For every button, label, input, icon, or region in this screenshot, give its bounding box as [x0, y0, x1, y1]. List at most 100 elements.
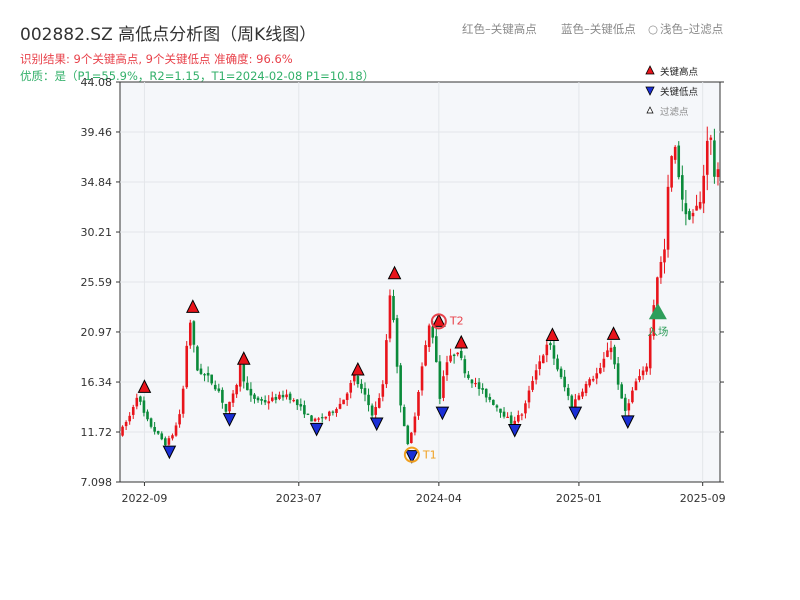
grid-lines	[120, 82, 720, 482]
candle-body	[538, 361, 541, 370]
candle-body	[181, 388, 185, 414]
candle-body	[638, 376, 641, 381]
candle-body	[260, 399, 263, 401]
candle-body	[413, 416, 417, 433]
candle-body	[581, 391, 584, 397]
candle-body	[424, 345, 427, 366]
candle-body	[221, 389, 224, 403]
y-tick-label: 44.08	[81, 76, 113, 89]
candle-body	[481, 388, 484, 390]
candle-body	[235, 385, 238, 395]
candle-body	[549, 343, 552, 346]
y-tick-label: 16.34	[81, 376, 113, 389]
candle-body	[149, 418, 153, 427]
key-low-marker	[222, 413, 237, 427]
candle-body	[167, 438, 171, 445]
candle-body	[295, 399, 299, 406]
x-tick-label: 2025-09	[680, 492, 726, 505]
candle-body	[356, 376, 360, 385]
candle-body	[656, 277, 659, 307]
candle-body	[281, 394, 285, 398]
y-tick-label: 7.098	[81, 476, 113, 489]
candle-body	[388, 295, 392, 339]
candle-body	[196, 346, 199, 371]
candle-body	[520, 414, 524, 416]
candle-body	[631, 390, 634, 403]
x-tick-label: 2022-09	[121, 492, 167, 505]
candle-body	[352, 375, 356, 382]
y-tick-label: 20.97	[81, 326, 113, 339]
header-legend-light-marker: ○	[648, 22, 658, 36]
x-tick-label: 2024-04	[416, 492, 462, 505]
candle-body	[652, 305, 656, 336]
header-legend-blue: 蓝色–关键低点	[561, 22, 636, 36]
candle-body	[698, 201, 702, 209]
candle-body	[452, 354, 456, 357]
candle-body	[324, 416, 328, 419]
candle-body	[406, 425, 410, 445]
key-low-marker	[568, 406, 583, 421]
candle-body	[135, 397, 139, 407]
candle-body	[616, 363, 620, 385]
t2-label: T2	[449, 314, 464, 327]
candle-body	[156, 431, 160, 434]
candle-body	[641, 370, 645, 376]
candle-body	[199, 368, 203, 374]
candle-body	[392, 295, 395, 321]
candle-body	[288, 393, 292, 400]
candle-body	[256, 397, 260, 401]
candle-body	[620, 384, 623, 399]
candle-body	[231, 393, 235, 403]
candle-body	[285, 394, 288, 398]
candle-body	[377, 398, 381, 408]
entry-label: 入场	[647, 325, 668, 338]
key-high-marker	[186, 299, 200, 313]
candle-body	[253, 394, 256, 399]
candle-body	[395, 318, 399, 367]
candle-body	[270, 397, 274, 401]
candle-body	[613, 346, 616, 365]
candle-body	[417, 391, 420, 416]
candle-body	[338, 403, 342, 409]
candle-body	[410, 432, 413, 444]
result-summary: 识别结果: 9个关键高点, 9个关键低点 准确度: 96.6%	[20, 52, 293, 66]
candle-body	[142, 400, 146, 413]
candle-body	[495, 405, 499, 408]
x-tick-label: 2023-07	[276, 492, 322, 505]
legend-low-label: 关键低点	[660, 86, 699, 98]
candle-body	[381, 384, 385, 397]
candle-body	[684, 203, 688, 215]
key-low-marker	[162, 445, 177, 460]
t2-marker	[430, 313, 447, 330]
candle-body	[153, 426, 156, 432]
candle-body	[609, 347, 613, 353]
key-high-marker	[387, 265, 402, 280]
candle-body	[541, 355, 545, 364]
candle-body	[313, 418, 317, 422]
candle-body	[463, 359, 467, 374]
candle-body	[306, 413, 310, 415]
key-high-marker	[351, 361, 365, 376]
candle-body	[509, 415, 513, 424]
key-low-marker	[435, 406, 450, 421]
candle-body	[139, 396, 142, 402]
candle-body	[328, 411, 331, 416]
candle-body	[499, 408, 502, 413]
candle-body	[203, 374, 206, 376]
candle-body	[188, 322, 192, 346]
candle-body	[467, 374, 470, 379]
candle-body	[531, 380, 534, 390]
candle-body	[623, 397, 627, 411]
candle-body	[513, 420, 517, 426]
candle-body	[492, 399, 495, 405]
candle-body	[445, 362, 449, 376]
candle-body	[228, 401, 231, 412]
candle-body	[238, 364, 242, 387]
candle-body	[213, 384, 217, 390]
candle-body	[367, 394, 370, 406]
candle-body	[160, 433, 164, 440]
candle-body	[552, 345, 556, 359]
candle-body	[716, 169, 720, 178]
candle-body	[517, 415, 520, 422]
candle-body	[146, 411, 149, 420]
